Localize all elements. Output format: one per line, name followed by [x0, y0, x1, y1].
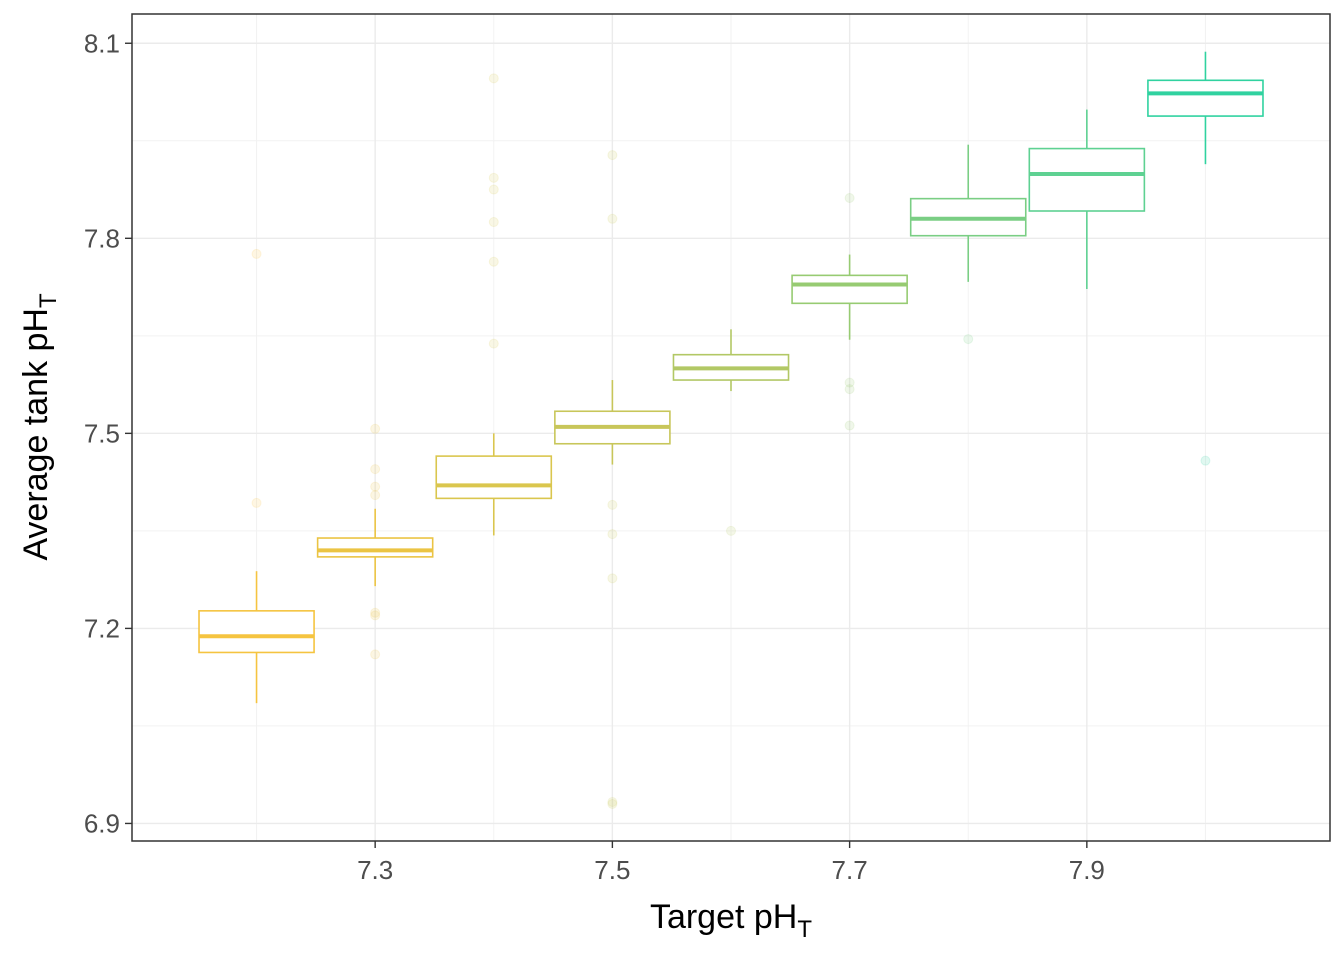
outlier-point: [726, 525, 736, 536]
outlier-points: [251, 73, 1211, 809]
outlier-point: [370, 481, 381, 492]
box-iqr: [435, 455, 553, 500]
y-tick-label: 6.9: [84, 808, 120, 838]
x-tick-label: 7.3: [357, 855, 393, 885]
y-axis-title: Average tank pHT: [17, 293, 62, 561]
axis-ticks: 6.9 7.2 7.5 7.8 8.1 7.3 7.5 7.7 7.9: [84, 28, 1105, 885]
outlier-point: [607, 150, 618, 161]
outlier-point: [607, 573, 618, 584]
outlier-point: [370, 607, 381, 618]
outlier-point: [844, 384, 855, 395]
outlier-point: [1200, 455, 1211, 466]
outlier-point: [963, 334, 974, 345]
outlier-point: [844, 192, 855, 203]
plot-border: [131, 13, 1331, 842]
outlier-point: [844, 420, 855, 431]
outlier-point: [370, 423, 381, 434]
boxes: [198, 51, 1264, 704]
box-iqr: [198, 610, 315, 654]
outlier-point: [370, 464, 381, 475]
outlier-point: [370, 649, 381, 660]
outlier-point: [844, 377, 855, 388]
outlier-point: [251, 497, 262, 508]
box-iqr: [316, 537, 434, 558]
box-iqr: [1028, 147, 1146, 212]
box-iqr: [1147, 79, 1264, 117]
outlier-point: [370, 610, 381, 621]
outlier-point: [607, 213, 618, 224]
outlier-point: [488, 73, 499, 84]
outlier-point: [607, 796, 618, 807]
x-axis-title-subscript: T: [797, 916, 812, 943]
outlier-point: [370, 490, 381, 501]
y-tick-label: 8.1: [84, 28, 120, 58]
y-tick-label: 7.8: [84, 223, 120, 253]
x-tick-label: 7.5: [594, 855, 630, 885]
outlier-point: [251, 248, 262, 259]
outlier-point: [488, 338, 499, 349]
outlier-point: [488, 217, 499, 228]
box-iqr: [791, 274, 908, 305]
outlier-point: [488, 184, 499, 195]
y-tick-label: 7.2: [84, 613, 120, 643]
outlier-point: [607, 499, 618, 510]
y-tick-label: 7.5: [84, 418, 120, 448]
y-axis-title-subscript: T: [35, 293, 62, 308]
x-axis-title: Target pHT: [650, 898, 812, 943]
outlier-point: [488, 172, 499, 183]
x-tick-label: 7.9: [1069, 855, 1105, 885]
outlier-point: [607, 529, 618, 540]
x-tick-label: 7.7: [832, 855, 868, 885]
outlier-point: [607, 798, 618, 809]
outlier-point: [488, 256, 499, 267]
